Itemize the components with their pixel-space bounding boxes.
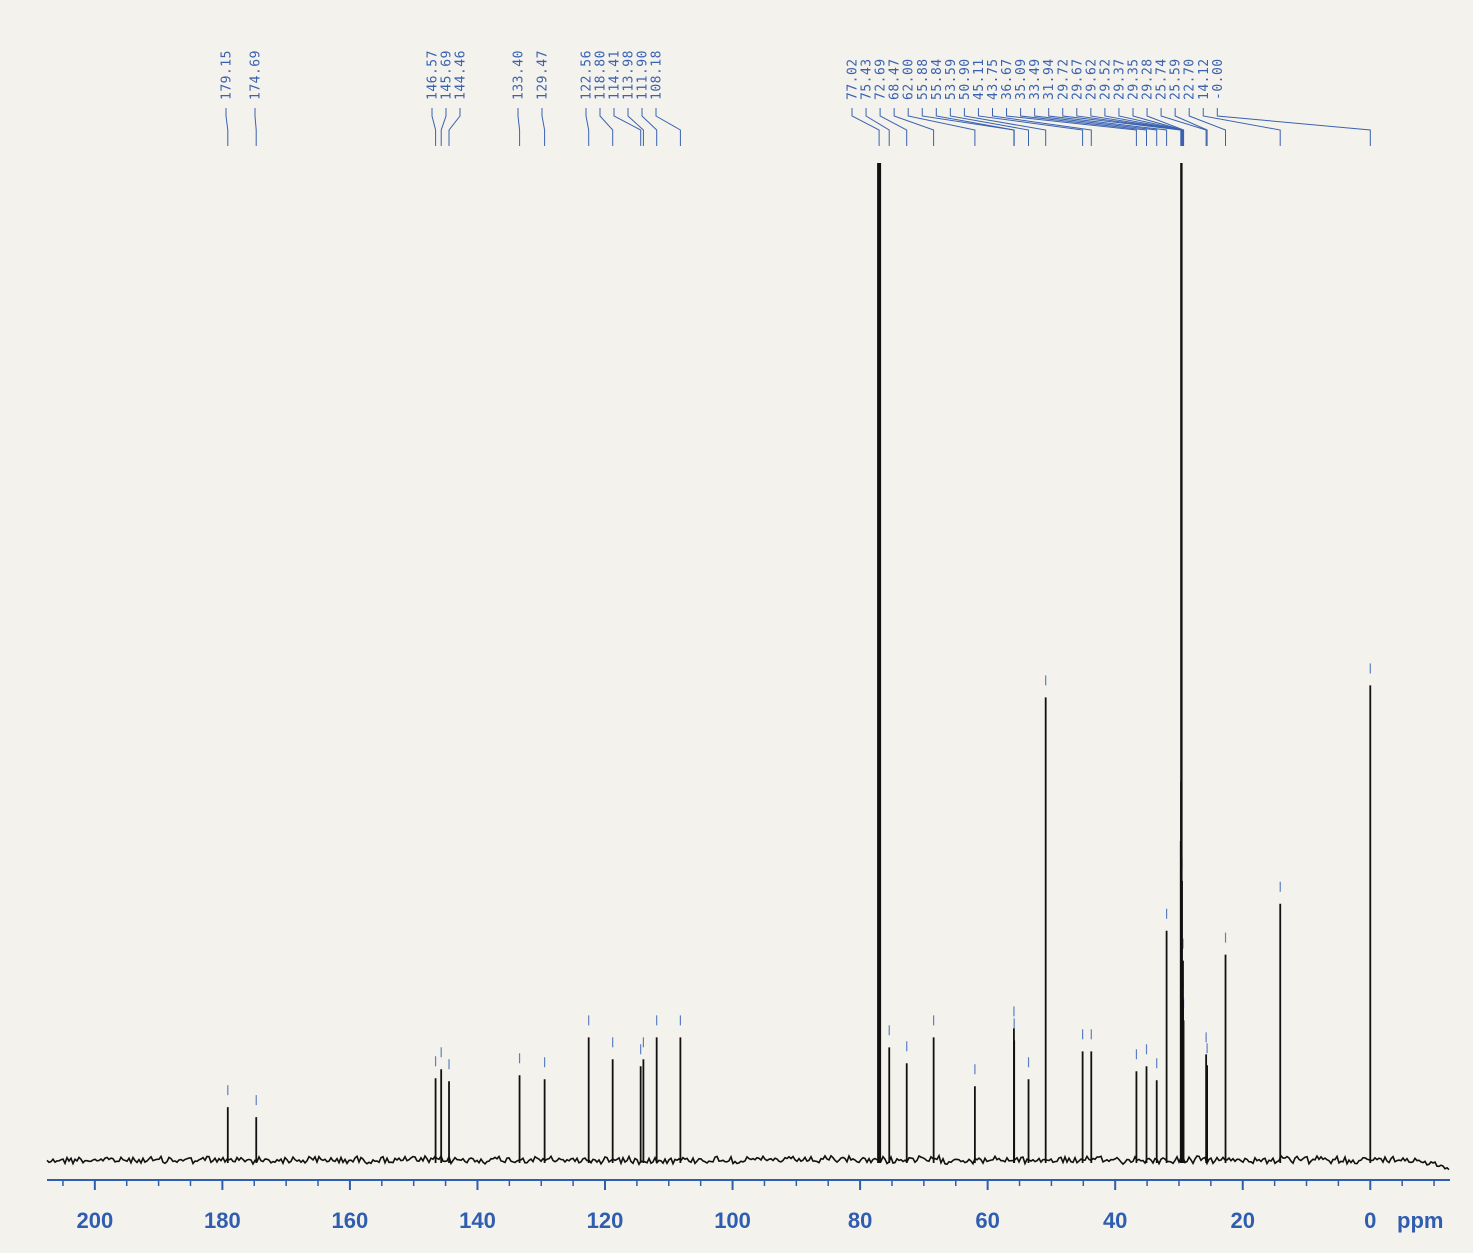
peak-labels: 179.15 174.69 146.57 145.69 144.46 133.40 129.… <box>220 50 1226 100</box>
peak-label: 36.67 <box>1000 58 1015 100</box>
peak-label-leader <box>655 108 681 146</box>
peak-label: 29.67 <box>1070 58 1085 100</box>
peak-label: 145.69 <box>440 50 455 100</box>
x-tick-label: 60 <box>975 1208 999 1233</box>
peak-label-leader <box>431 108 437 146</box>
peak-label: 72.69 <box>874 58 889 100</box>
peak-label-leader <box>977 108 1084 146</box>
peak-label: 113.98 <box>622 50 637 100</box>
x-tick-label: 180 <box>204 1208 241 1233</box>
peak-label-leader <box>992 108 1092 146</box>
peak-label-leader <box>599 108 614 146</box>
peak-label-leader <box>1146 108 1185 146</box>
peak-label-leader <box>1006 108 1137 146</box>
peak-label: 129.47 <box>536 50 551 100</box>
peak-label: 144.46 <box>454 50 469 100</box>
peak-label-leader <box>893 108 935 146</box>
x-tick-label: 100 <box>714 1208 751 1233</box>
peak-label: 29.52 <box>1098 58 1113 100</box>
peak-markers <box>227 663 1371 1106</box>
peak-label: 174.69 <box>249 50 264 100</box>
x-tick-label: 80 <box>848 1208 872 1233</box>
peak-label-leader <box>949 108 1029 146</box>
peak-label-leader <box>1020 108 1147 146</box>
peak-label: 68.47 <box>888 58 903 100</box>
x-axis-unit: ppm <box>1397 1208 1443 1233</box>
peak-label: 29.72 <box>1056 58 1071 100</box>
peak-label-leader <box>613 108 642 146</box>
spectrum-peaks <box>226 163 1372 1163</box>
peak-label-leader <box>851 108 880 146</box>
peak-label: 29.62 <box>1084 58 1099 100</box>
peak-label: 55.88 <box>916 58 931 100</box>
peak-label: 43.75 <box>986 58 1001 100</box>
peak-label-leader <box>225 108 229 146</box>
peak-label: 53.59 <box>944 58 959 100</box>
peak-label-leader <box>1090 108 1182 146</box>
peak-label: 108.18 <box>650 50 665 100</box>
peak-label-leader <box>1104 108 1183 146</box>
peak-label: 45.11 <box>972 58 987 100</box>
peak-label-leader <box>448 108 461 146</box>
peak-label-leader <box>1174 108 1208 146</box>
spectrum-baseline <box>46 1153 1450 1171</box>
x-tick-label: 0 <box>1364 1208 1376 1233</box>
x-tick-label: 200 <box>76 1208 113 1233</box>
peak-label: 29.37 <box>1112 58 1127 100</box>
peak-label-leader <box>440 108 447 146</box>
x-tick-label: 20 <box>1230 1208 1254 1233</box>
peak-label-leaders <box>225 108 1371 146</box>
peak-label: 114.41 <box>608 50 623 100</box>
x-tick-label: 140 <box>459 1208 496 1233</box>
peak-label: 50.90 <box>958 58 973 100</box>
peak-label: 77.02 <box>846 58 861 100</box>
peak-label: 31.94 <box>1042 58 1057 100</box>
peak-label-leader <box>963 108 1047 146</box>
peak-label-leader <box>865 108 890 146</box>
x-tick-label: 40 <box>1103 1208 1127 1233</box>
peak-label-leader <box>517 108 521 146</box>
peak-label-leader <box>1216 108 1371 146</box>
peak-label: 29.28 <box>1141 58 1156 100</box>
peak-label: 14.12 <box>1197 58 1212 100</box>
peak-label: 29.35 <box>1127 58 1142 100</box>
peak-label-leader <box>1160 108 1207 146</box>
x-tick-label: 120 <box>587 1208 624 1233</box>
peak-label: 25.59 <box>1169 58 1184 100</box>
peak-label-leader <box>1048 108 1168 146</box>
x-axis-ticks <box>62 1180 1435 1190</box>
x-axis: 200 180 160 140 120 100 80 60 40 20 0 ppm <box>47 1179 1450 1233</box>
peak-label: 55.84 <box>930 58 945 100</box>
peak-label: -0.00 <box>1211 58 1226 100</box>
peak-label-leader <box>641 108 658 146</box>
peak-label-leader <box>879 108 908 146</box>
peak-label: 179.15 <box>220 50 235 100</box>
peak-label-leader <box>1034 108 1158 146</box>
peak-label-leader <box>254 108 257 146</box>
peak-label: 111.90 <box>636 50 651 100</box>
peak-label-leader <box>1202 108 1281 146</box>
peak-label: 25.74 <box>1155 58 1170 100</box>
peak-label-leader <box>627 108 644 146</box>
peak-label: 146.57 <box>426 50 441 100</box>
peak-label-leader <box>935 108 1015 146</box>
peak-label: 22.70 <box>1183 58 1198 100</box>
peak-label: 33.49 <box>1028 58 1043 100</box>
peak-label: 118.80 <box>594 50 609 100</box>
peak-label-leader <box>585 108 590 146</box>
peak-label: 35.09 <box>1014 58 1029 100</box>
peak-label: 62.00 <box>902 58 917 100</box>
peak-label: 75.43 <box>860 58 875 100</box>
peak-label: 122.56 <box>580 50 595 100</box>
peak-label-leader <box>907 108 976 146</box>
peak-label-leader <box>1188 108 1226 146</box>
x-tick-label: 160 <box>332 1208 369 1233</box>
peak-label: 133.40 <box>512 50 527 100</box>
peak-label-leader <box>541 108 546 146</box>
x-axis-tick-labels: 200 180 160 140 120 100 80 60 40 20 0 <box>76 1208 1376 1233</box>
